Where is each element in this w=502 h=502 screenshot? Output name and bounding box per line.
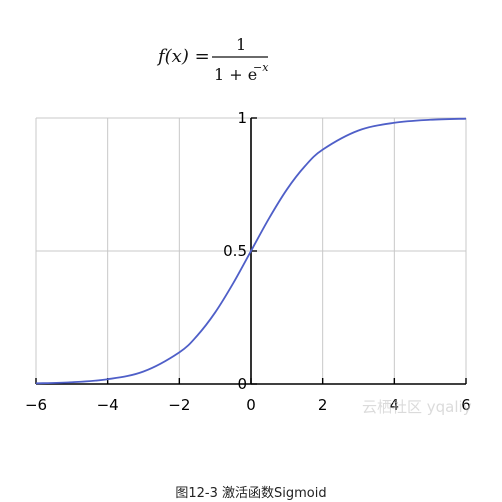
curve-layer <box>35 117 467 385</box>
y-tick-label-1: 0.5 <box>223 242 247 260</box>
formula-denominator: 1 + e <box>214 65 257 84</box>
formula-svg: f(x) = 1 1 + e −x <box>156 35 269 84</box>
formula: f(x) = 1 1 + e −x <box>0 0 502 100</box>
sigmoid-chart: −6 −4 −2 0 2 4 6 0 0.5 1 <box>0 100 502 430</box>
y-tick-label-0: 0 <box>237 375 247 393</box>
x-tick-label-3: 0 <box>246 396 256 414</box>
x-tick-label-2: −2 <box>168 396 190 414</box>
x-tick-label-5: 4 <box>390 396 400 414</box>
formula-exponent: −x <box>253 61 269 74</box>
formula-lhs: f(x) = <box>156 46 210 67</box>
x-tick-label-6: 6 <box>461 396 471 414</box>
figure-caption: 图12-3 激活函数Sigmoid <box>175 486 327 501</box>
label-layer: −6 −4 −2 0 2 4 6 0 0.5 1 <box>25 109 471 414</box>
x-tick-label-0: −6 <box>25 396 47 414</box>
watermark: 云栖社区 yqaliy <box>362 398 472 416</box>
x-tick-label-1: −4 <box>97 396 119 414</box>
chart-svg: −6 −4 −2 0 2 4 6 0 0.5 1 <box>25 109 471 414</box>
formula-numerator: 1 <box>236 35 246 54</box>
sigmoid-curve <box>35 117 467 385</box>
y-tick-label-2: 1 <box>237 109 247 127</box>
x-tick-label-4: 2 <box>318 396 328 414</box>
